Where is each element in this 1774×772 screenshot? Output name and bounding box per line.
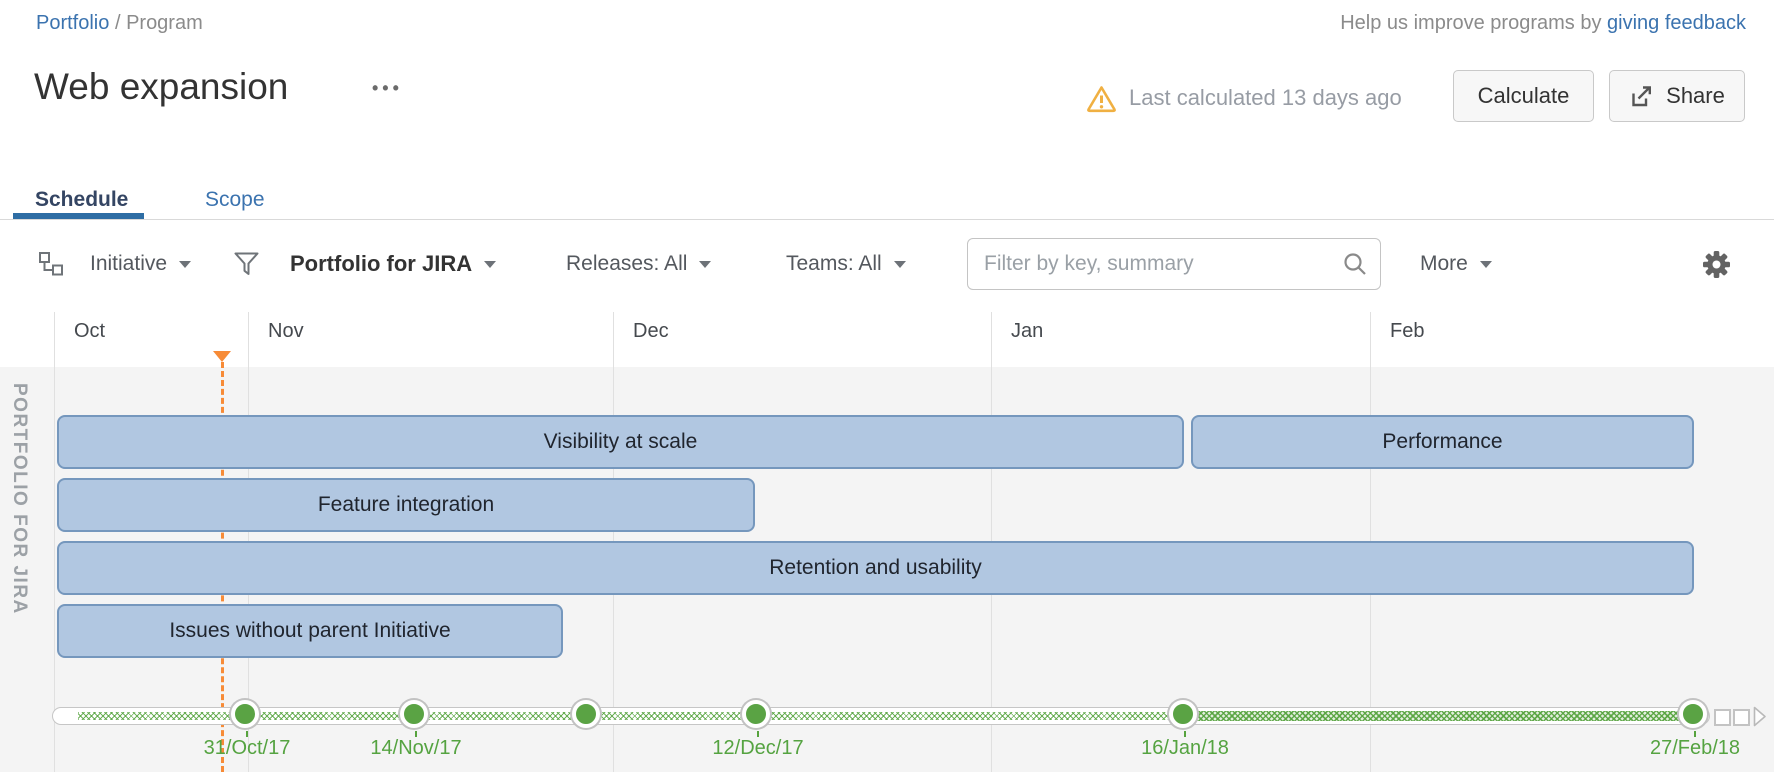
search-icon: [1344, 253, 1366, 275]
month-label: Dec: [633, 320, 669, 342]
teams-filter-label: Teams: All: [786, 252, 882, 275]
month-label: Jan: [1011, 320, 1044, 342]
milestone-stem: [1184, 731, 1186, 737]
search-input[interactable]: [967, 238, 1381, 290]
feedback-prompt: Help us improve programs by giving feedb…: [1340, 12, 1746, 35]
milestone-date-label: 31/Oct/17: [203, 737, 291, 759]
month-label: Oct: [74, 320, 106, 342]
hierarchy-level-dropdown[interactable]: Initiative: [90, 240, 192, 288]
month-gridline: [54, 312, 55, 772]
teams-filter-dropdown[interactable]: Teams: All: [786, 240, 906, 288]
page-title: Web expansion: [34, 66, 289, 107]
milestone-date-label: 27/Feb/18: [1649, 737, 1741, 759]
releases-filter-label: Releases: All: [566, 252, 688, 275]
tab-scope[interactable]: Scope: [205, 188, 265, 211]
filter-search: [967, 238, 1381, 290]
chevron-down-icon: [1479, 260, 1492, 268]
milestone-date-label: 12/Dec/17: [712, 737, 804, 759]
chevron-down-icon: [179, 260, 192, 268]
releases-filter-dropdown[interactable]: Releases: All: [566, 240, 712, 288]
scroll-right-icon[interactable]: [1753, 706, 1767, 727]
more-dropdown-label: More: [1420, 252, 1468, 275]
filter-button[interactable]: [233, 240, 260, 288]
milestone-placeholder-square: [1733, 709, 1750, 726]
release-milestone-dot[interactable]: [1679, 700, 1707, 728]
release-milestone-dot[interactable]: [742, 700, 770, 728]
milestone-stem: [415, 731, 417, 737]
calculate-button-label: Calculate: [1477, 83, 1570, 108]
share-button[interactable]: Share: [1609, 70, 1745, 122]
tab-schedule[interactable]: Schedule: [35, 188, 129, 211]
giving-feedback-link[interactable]: giving feedback: [1607, 12, 1746, 34]
release-milestone-dot[interactable]: [572, 700, 600, 728]
release-progress-hatch-dense: [1185, 711, 1702, 721]
gear-icon: [1700, 248, 1733, 281]
gantt-bar[interactable]: Retention and usability: [57, 541, 1694, 595]
title-more-actions-button[interactable]: •••: [372, 78, 403, 98]
month-label: Feb: [1390, 320, 1425, 342]
feedback-text: Help us improve programs by: [1340, 12, 1602, 34]
release-progress-hatch: [78, 712, 1185, 720]
gantt-bar[interactable]: Issues without parent Initiative: [57, 604, 563, 658]
today-marker-icon: [213, 351, 231, 362]
milestone-date-label: 16/Jan/18: [1141, 737, 1229, 759]
calculate-button[interactable]: Calculate: [1453, 70, 1594, 122]
milestone-stem: [1694, 731, 1696, 737]
gantt-bar[interactable]: Performance: [1191, 415, 1694, 469]
hierarchy-level-label: Initiative: [90, 252, 168, 275]
plan-sidebar-label: PORTFOLIO FOR JIRA: [9, 383, 30, 615]
hierarchy-icon: [38, 251, 65, 278]
milestone-stem: [246, 731, 248, 737]
chevron-down-icon: [699, 260, 712, 268]
plan-selector-dropdown[interactable]: Portfolio for JIRA: [290, 240, 497, 288]
gantt-bar[interactable]: Feature integration: [57, 478, 755, 532]
release-milestone-dot[interactable]: [1169, 700, 1197, 728]
breadcrumb-portfolio-link[interactable]: Portfolio: [36, 12, 110, 34]
chevron-down-icon: [484, 260, 497, 268]
release-milestone-dot[interactable]: [231, 700, 259, 728]
month-label: Nov: [268, 320, 304, 342]
chevron-down-icon: [893, 260, 906, 268]
filter-funnel-icon: [233, 251, 260, 278]
release-milestone-dot[interactable]: [400, 700, 428, 728]
warning-icon: [1086, 84, 1117, 113]
breadcrumb-program: Program: [126, 12, 203, 34]
breadcrumb-separator: /: [114, 12, 121, 34]
last-calculated-text: Last calculated 13 days ago: [1129, 85, 1402, 110]
plan-name-label: Portfolio for JIRA: [290, 251, 473, 276]
share-button-label: Share: [1666, 83, 1725, 108]
more-dropdown[interactable]: More: [1420, 240, 1492, 288]
active-tab-underline: [13, 213, 144, 219]
last-calculated-status: Last calculated 13 days ago: [1086, 80, 1402, 116]
breadcrumb: Portfolio / Program: [36, 12, 203, 35]
share-icon: [1629, 84, 1654, 109]
milestone-date-label: 14/Nov/17: [370, 737, 462, 759]
hierarchy-view-button[interactable]: [38, 240, 65, 288]
milestone-stem: [757, 731, 759, 737]
settings-button[interactable]: [1700, 240, 1733, 288]
gantt-bar[interactable]: Visibility at scale: [57, 415, 1184, 469]
tabs-divider: [0, 219, 1774, 220]
milestone-placeholder-square: [1714, 709, 1731, 726]
